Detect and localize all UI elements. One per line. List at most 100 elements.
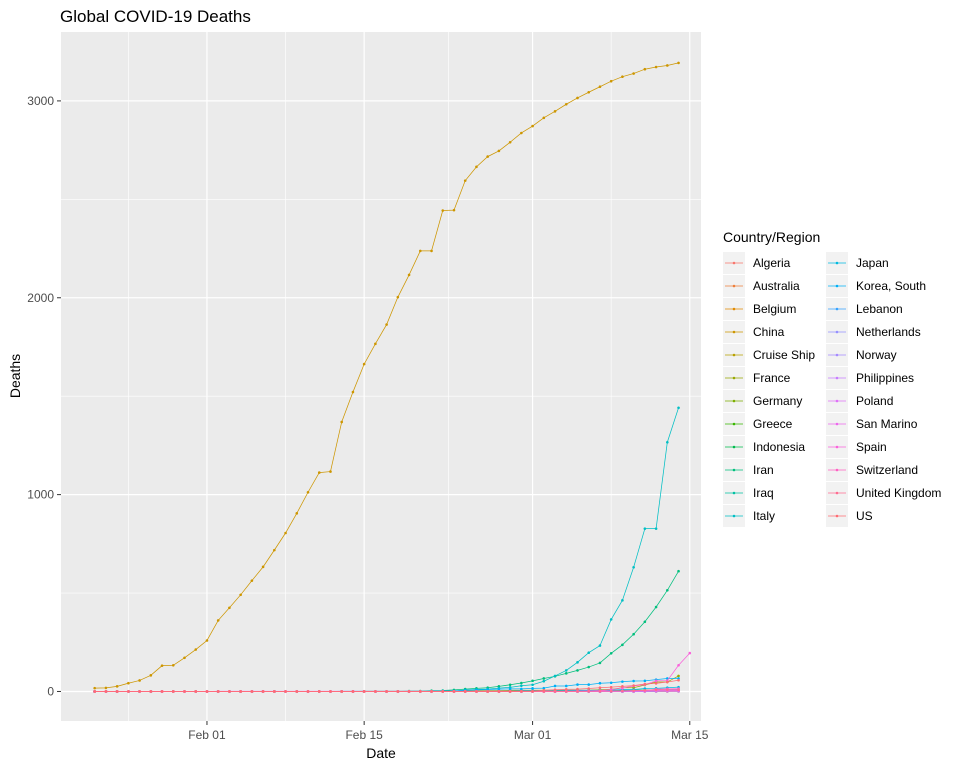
legend-key-point — [732, 514, 736, 518]
legend-item: Lebanon — [826, 298, 903, 320]
legend-item: US — [826, 505, 873, 527]
data-point — [677, 674, 680, 678]
data-point — [284, 690, 287, 693]
data-point — [654, 605, 658, 609]
legend-item: Italy — [723, 505, 775, 527]
legend-label: United Kingdom — [856, 486, 941, 500]
legend-key-point — [835, 399, 839, 403]
data-point — [430, 249, 433, 253]
data-point — [508, 687, 512, 691]
legend-label: Greece — [753, 417, 793, 431]
data-point — [93, 686, 96, 690]
data-point — [396, 295, 400, 299]
legend-key-point — [732, 307, 736, 311]
data-point — [407, 690, 411, 693]
data-point — [374, 342, 377, 346]
legend-key-point — [732, 468, 736, 472]
legend-item: Algeria — [723, 252, 791, 274]
data-point — [306, 690, 310, 693]
data-point — [542, 116, 546, 120]
legend-item: France — [723, 367, 791, 389]
data-point — [149, 674, 153, 677]
data-point — [632, 689, 635, 692]
data-point — [239, 593, 242, 597]
data-point — [419, 249, 422, 253]
data-point — [306, 490, 310, 494]
legend-item: Poland — [826, 390, 893, 412]
data-point — [362, 362, 366, 366]
data-point — [654, 679, 658, 683]
data-point — [677, 569, 680, 573]
data-point — [115, 690, 119, 693]
data-point — [340, 690, 344, 693]
x-tick-label: Mar 15 — [671, 728, 709, 742]
data-point — [576, 96, 579, 100]
legend-item: Greece — [723, 413, 793, 435]
data-point — [362, 690, 366, 693]
data-point — [542, 686, 546, 690]
data-point — [598, 681, 602, 685]
data-point — [463, 690, 467, 693]
legend-key-point — [732, 399, 736, 403]
legend-key-point — [732, 284, 736, 288]
x-tick-label: Mar 01 — [514, 728, 552, 742]
data-point — [452, 208, 456, 212]
data-point — [598, 661, 602, 665]
data-point — [183, 690, 186, 693]
data-point — [317, 690, 321, 693]
legend-item: Germany — [723, 390, 802, 412]
legend-item: Korea, South — [826, 275, 926, 297]
legend-label: Spain — [856, 440, 887, 454]
data-point — [115, 685, 119, 688]
data-point — [643, 67, 647, 71]
data-point — [643, 688, 647, 692]
legend-item: Switzerland — [826, 459, 918, 481]
legend-item: China — [723, 321, 785, 343]
data-point — [351, 690, 355, 693]
data-point — [564, 684, 568, 688]
data-point — [261, 565, 265, 569]
data-point — [609, 651, 613, 655]
axis-ticks: Feb 01 Feb 15 Mar 01 Mar 15 0 1000 2000 3000 — [27, 94, 708, 742]
data-point — [250, 579, 254, 582]
data-point — [228, 606, 231, 610]
data-point — [666, 64, 669, 67]
data-point — [205, 639, 209, 642]
data-point — [553, 684, 557, 688]
legend-key-point — [835, 468, 839, 472]
data-point — [621, 680, 624, 683]
data-point — [609, 685, 613, 689]
data-point — [149, 690, 153, 693]
x-tick-label: Feb 15 — [345, 728, 383, 742]
data-point — [542, 688, 546, 692]
data-point — [564, 672, 568, 675]
legend-label: Lebanon — [856, 302, 903, 316]
data-point — [104, 690, 108, 693]
plot-panel — [61, 32, 701, 721]
data-point — [643, 679, 647, 683]
data-point — [104, 686, 108, 690]
legend-key-point — [835, 353, 839, 357]
data-point — [654, 682, 658, 685]
data-point — [216, 690, 220, 693]
data-point — [475, 165, 478, 169]
data-point — [430, 690, 433, 693]
data-point — [317, 471, 321, 474]
legend-key-point — [732, 491, 736, 495]
data-point — [385, 323, 388, 326]
data-point — [374, 690, 377, 693]
data-point — [677, 663, 680, 667]
data-point — [396, 690, 400, 693]
data-point — [486, 690, 489, 693]
data-point — [587, 689, 591, 693]
data-point — [329, 470, 332, 473]
data-point — [609, 618, 613, 621]
data-point — [677, 61, 680, 65]
legend-item: Philippines — [826, 367, 914, 389]
data-point — [666, 588, 669, 592]
legend-key-point — [835, 284, 839, 288]
data-point — [677, 688, 680, 692]
legend-label: Poland — [856, 394, 893, 408]
data-point — [598, 689, 602, 693]
data-point — [576, 687, 579, 691]
